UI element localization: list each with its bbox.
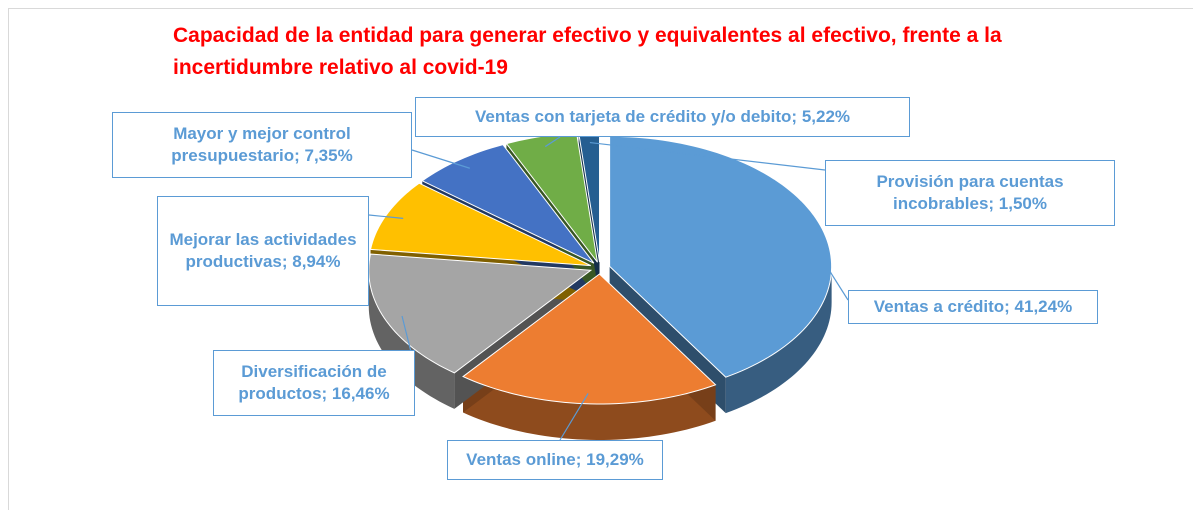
slice xyxy=(421,144,595,264)
leader-line xyxy=(368,214,404,220)
slice xyxy=(609,135,833,378)
slice-side xyxy=(463,376,716,440)
chart-title: Capacidad de la entidad para generar efe… xyxy=(173,24,1002,79)
slice-side xyxy=(725,266,832,414)
data-label: Diversificación de productos; 16,46% xyxy=(213,350,415,416)
data-label: Ventas online; 19,29% xyxy=(447,440,663,480)
leader-line xyxy=(559,393,589,441)
slice xyxy=(369,182,592,267)
leader-line xyxy=(544,136,561,148)
leader-line xyxy=(411,149,470,169)
chart-frame xyxy=(8,8,1193,510)
leader-line xyxy=(589,141,826,171)
slice-side xyxy=(368,270,455,409)
data-label: Ventas con tarjeta de crédito y/o debito… xyxy=(415,97,910,137)
data-label: Mayor y mejor control presupuestario; 7,… xyxy=(112,112,412,178)
data-label: Mejorar las actividades productivas; 8,9… xyxy=(157,196,369,306)
data-label: Ventas a crédito; 41,24% xyxy=(848,290,1098,324)
data-label: Provisión para cuentas incobrables; 1,50… xyxy=(825,160,1115,226)
slice xyxy=(462,273,717,405)
leader-line xyxy=(805,233,849,301)
